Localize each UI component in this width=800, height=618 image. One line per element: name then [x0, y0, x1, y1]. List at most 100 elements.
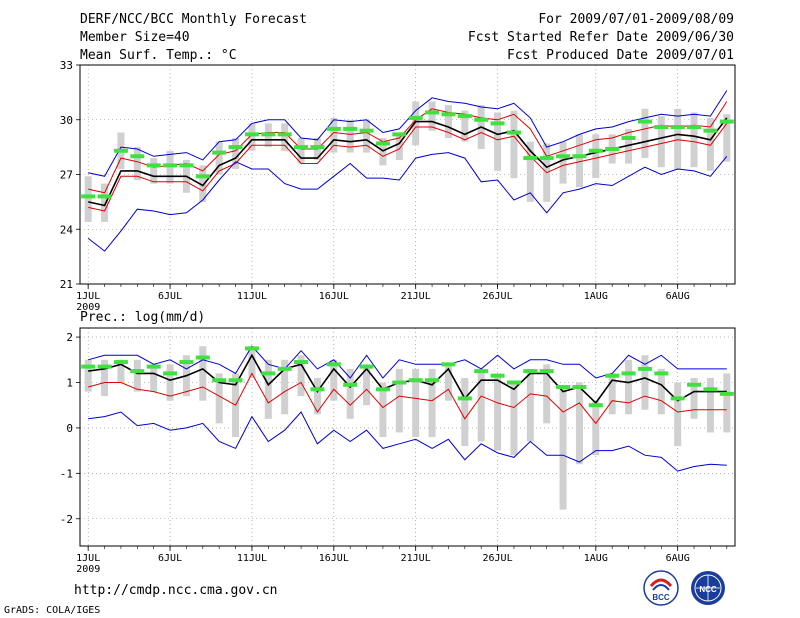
prec-range-box — [84, 359, 92, 392]
temp-median-mark — [146, 163, 161, 168]
temp-range-box — [412, 101, 420, 146]
temp-range-box — [494, 112, 502, 171]
temp-series-lower — [88, 123, 728, 212]
prec-plot-frame — [79, 327, 736, 547]
temp-range-box — [706, 117, 714, 171]
temp-range-box — [559, 141, 567, 184]
temp-range-box — [232, 138, 240, 170]
temp-y-tick-label: 33 — [60, 59, 73, 72]
prec-range-box — [297, 355, 305, 397]
prec-range-box — [313, 377, 321, 415]
prec-range-box — [395, 368, 403, 433]
temp-median-mark — [523, 156, 538, 161]
temp-median-mark — [261, 132, 276, 137]
temp-median-mark — [130, 154, 145, 159]
temp-median-mark — [425, 110, 440, 115]
prec-range-box — [625, 359, 633, 415]
temp-range-box — [248, 123, 256, 151]
temp-range-box — [150, 158, 158, 184]
prec-y-tick-label: -1 — [60, 467, 73, 480]
prec-median-mark — [425, 378, 440, 383]
prec-median-mark — [244, 346, 259, 351]
prec-x-tick-label: 26JUL — [483, 553, 513, 564]
temp-median-mark — [310, 145, 325, 150]
temp-series-max — [88, 90, 728, 177]
prec-range-box — [477, 368, 485, 442]
temp-median-mark — [637, 119, 652, 124]
prec-median-mark — [294, 360, 309, 365]
source-url[interactable]: http://cmdp.ncc.cma.gov.cn — [74, 583, 278, 598]
prec-range-box — [543, 364, 551, 424]
temp-range-box — [101, 183, 109, 222]
prec-range-box — [412, 368, 420, 437]
prec-x-tick-label: 6JUL — [158, 553, 182, 564]
temp-range-box — [674, 108, 682, 170]
temp-y-tick-label: 21 — [60, 278, 73, 291]
prec-median-mark — [146, 364, 161, 369]
prec-median-mark — [523, 369, 538, 374]
prec-median-mark — [375, 387, 390, 392]
temp-y-tick-label: 30 — [60, 114, 73, 127]
temp-range-box — [215, 141, 223, 175]
prec-range-box — [559, 387, 567, 510]
temp-median-mark — [392, 132, 407, 137]
temp-median-mark — [163, 163, 178, 168]
grads-credit: GrADS: COLA/IGES — [4, 605, 101, 616]
prec-range-box — [199, 346, 207, 401]
prec-range-box — [706, 377, 714, 433]
prec-median-mark — [212, 378, 227, 383]
temp-series-upper — [88, 101, 728, 194]
prec-range-box — [723, 373, 731, 433]
prec-range-box — [444, 364, 452, 401]
prec-median-mark — [359, 364, 374, 369]
prec-series-min — [88, 411, 727, 472]
temp-range-box — [395, 132, 403, 160]
prec-median-mark — [490, 373, 505, 378]
prec-median-mark — [179, 360, 194, 365]
prec-median-mark — [130, 369, 145, 374]
temp-range-box — [444, 105, 452, 138]
temp-range-box — [363, 119, 371, 153]
prec-median-mark — [261, 371, 276, 376]
temp-median-mark — [703, 128, 718, 133]
temp-series-ensemble_mean — [88, 117, 728, 207]
temp-median-mark — [687, 125, 702, 130]
prec-median-mark — [457, 396, 472, 401]
temp-range-box — [281, 123, 289, 151]
prec-median-mark — [605, 373, 620, 378]
prec-range-box — [101, 359, 109, 397]
temp-series-min — [87, 152, 728, 252]
temp-range-box — [526, 141, 534, 202]
temp-median-mark — [539, 156, 554, 161]
prec-range-box — [510, 382, 518, 456]
prec-median-mark — [195, 355, 210, 360]
prec-median-mark — [113, 360, 128, 365]
prec-range-box — [346, 368, 354, 419]
prec-median-mark — [654, 371, 669, 376]
temp-range-box — [625, 128, 633, 164]
temp-range-box — [84, 176, 92, 222]
bcc-logo: BCC — [643, 570, 679, 606]
temp-range-box — [346, 119, 354, 153]
member-size: Member Size=40 — [80, 30, 190, 45]
temp-median-mark — [228, 145, 243, 150]
temp-median-mark — [588, 148, 603, 153]
prec-range-box — [428, 368, 436, 437]
temp-x-tick-label: 16JUL — [319, 291, 349, 302]
chart-title: DERF/NCC/BCC Monthly Forecast — [80, 12, 307, 27]
prec-median-mark — [277, 366, 292, 371]
temp-median-mark — [195, 174, 210, 179]
prec-range-box — [592, 400, 600, 456]
temp-median-mark — [244, 132, 259, 137]
temp-median-mark — [408, 115, 423, 120]
temp-median-mark — [294, 145, 309, 150]
temp-x-tick-label: 6AUG — [666, 291, 690, 302]
prec-range-box — [248, 346, 256, 378]
temp-median-mark — [556, 154, 571, 159]
temp-median-mark — [113, 148, 128, 153]
temp-median-mark — [441, 112, 456, 117]
prec-range-box — [575, 382, 583, 465]
prec-median-mark — [572, 385, 587, 390]
temp-y-tick-label: 24 — [60, 223, 74, 236]
precip-label: Prec.: log(mm/d) — [80, 310, 206, 325]
